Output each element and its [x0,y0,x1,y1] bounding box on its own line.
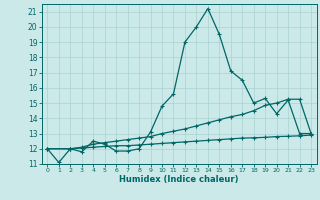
X-axis label: Humidex (Indice chaleur): Humidex (Indice chaleur) [119,175,239,184]
